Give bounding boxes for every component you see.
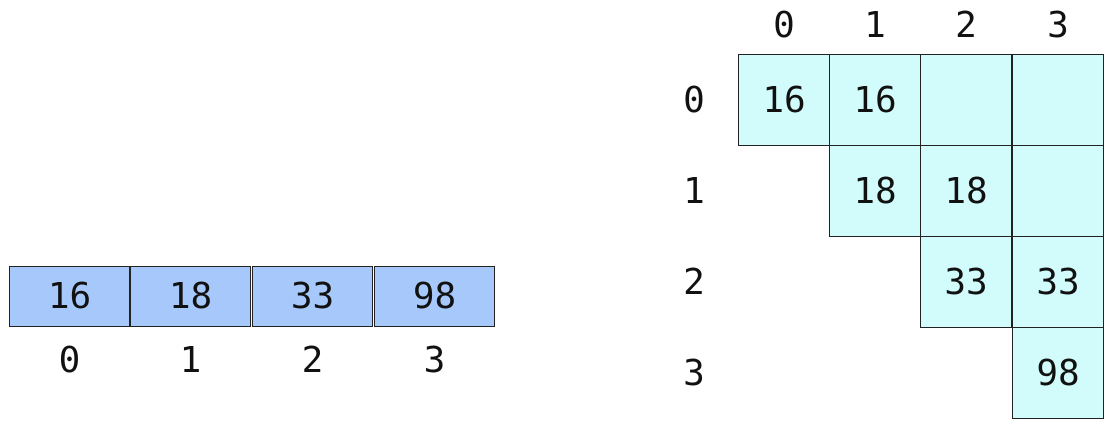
table-cell-0-0: 16 xyxy=(738,54,830,146)
table-cell-0-3 xyxy=(1012,54,1104,146)
col-header-3: 3 xyxy=(1047,4,1069,46)
table-cell-2-2: 33 xyxy=(920,236,1012,328)
table-cell-1-3 xyxy=(1012,145,1104,237)
array-index-2: 2 xyxy=(301,339,324,381)
row-header-3: 3 xyxy=(683,352,705,394)
array-cell-1: 18 xyxy=(130,266,251,327)
table-cell-0-1: 16 xyxy=(829,54,921,146)
table-cell-0-2 xyxy=(920,54,1012,146)
row-header-1: 1 xyxy=(683,170,705,212)
col-header-2: 2 xyxy=(955,4,977,46)
array-cell-0: 16 xyxy=(9,266,130,327)
array-cell-2: 33 xyxy=(252,266,373,327)
table-cell-2-3: 33 xyxy=(1012,236,1104,328)
row-header-0: 0 xyxy=(683,79,705,121)
col-header-1: 1 xyxy=(864,4,886,46)
array-index-0: 0 xyxy=(58,339,81,381)
row-header-2: 2 xyxy=(683,261,705,303)
table-cell-1-1: 18 xyxy=(829,145,921,237)
array-index-3: 3 xyxy=(423,339,446,381)
array-index-1: 1 xyxy=(179,339,202,381)
table-cell-3-3: 98 xyxy=(1012,327,1104,419)
array-cell-3: 98 xyxy=(374,266,495,327)
table-cell-1-2: 18 xyxy=(920,145,1012,237)
col-header-0: 0 xyxy=(773,4,795,46)
